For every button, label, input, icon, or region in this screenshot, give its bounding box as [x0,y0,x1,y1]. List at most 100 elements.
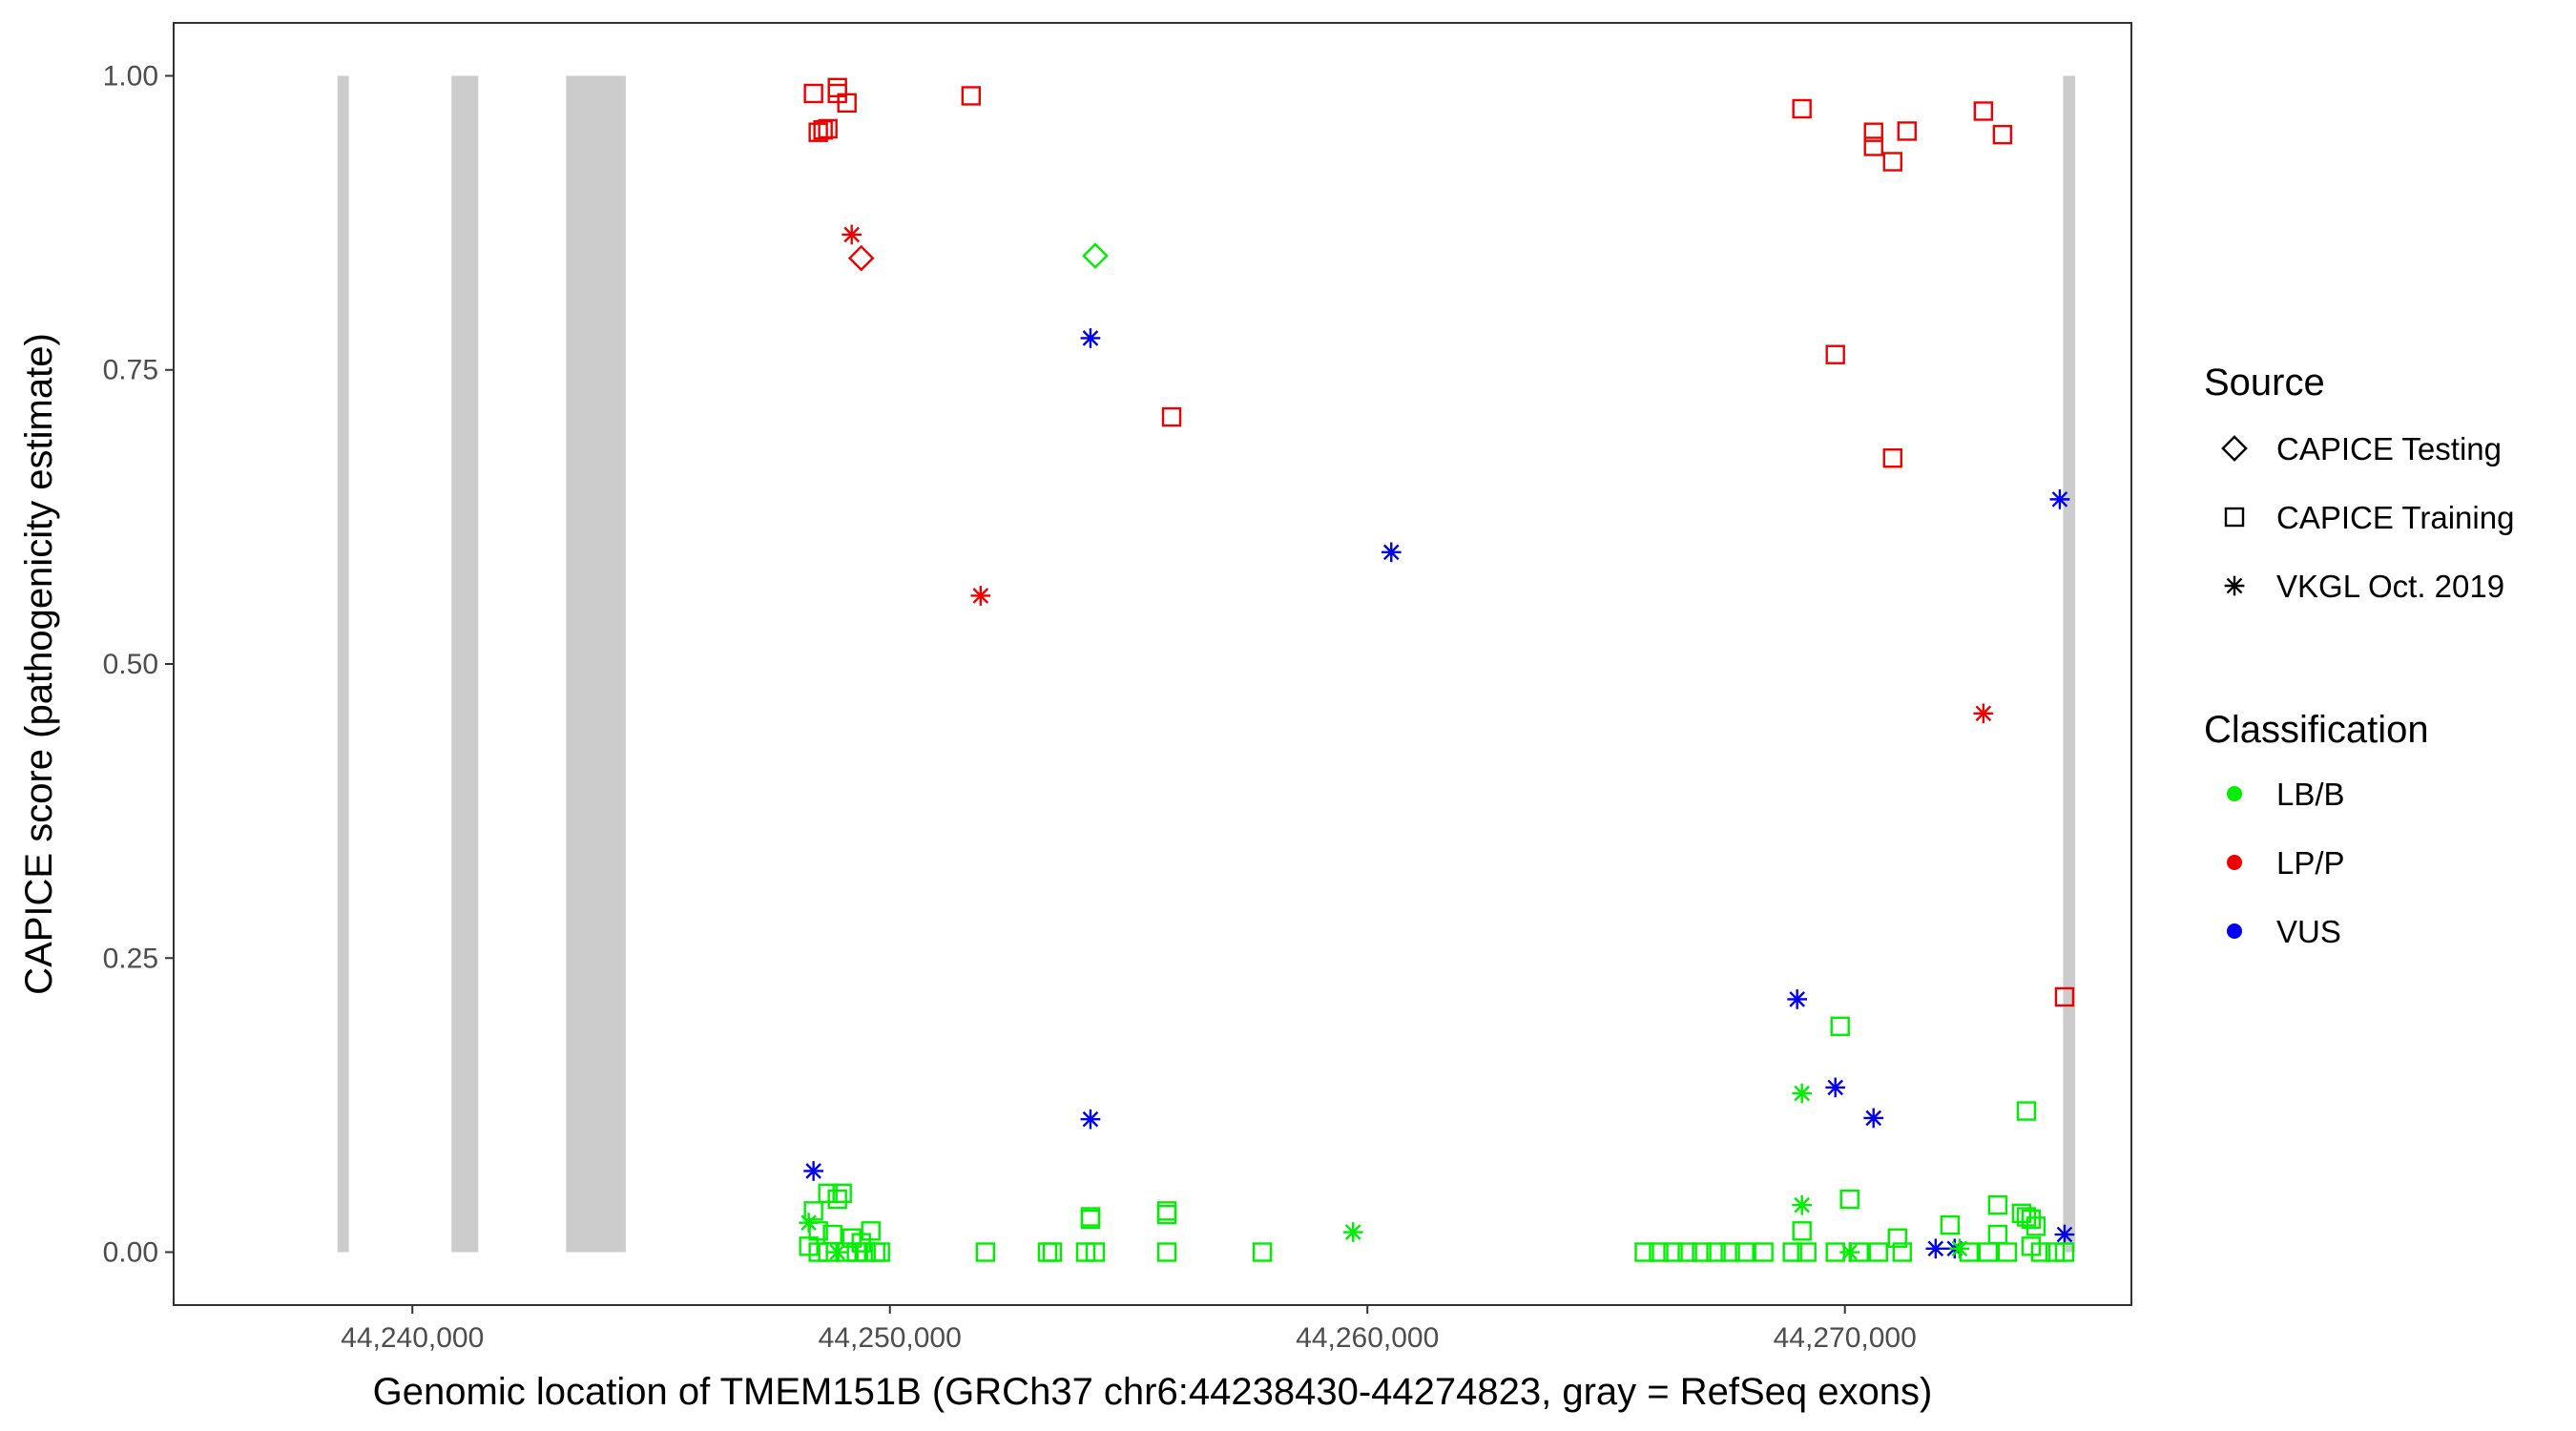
data-point [1082,242,1109,269]
data-point [1849,1242,1869,1262]
data-point [1735,1242,1755,1262]
data-point [1342,1222,1363,1242]
data-point [1085,1242,1106,1262]
data-point [1973,703,1994,724]
data-point [2054,986,2075,1007]
y-axis: 0.00 0.25 0.50 0.75 1.00 [103,60,174,1269]
data-point [818,118,838,139]
data-point [1839,1189,1859,1210]
data-point [1720,1242,1740,1262]
y-tick-label: 1.00 [103,60,158,92]
legend-label: LB/B [2276,777,2345,812]
data-point [813,120,833,140]
data-point [1892,1242,1912,1262]
data-point [2054,1224,2075,1245]
data-point [1754,1242,1774,1262]
data-point [1925,1238,1946,1259]
x-tick-label: 44,270,000 [1774,1322,1917,1354]
data-point [1997,1242,2018,1262]
data-point [1959,1242,1980,1262]
data-point [970,586,991,606]
data-point [1782,1242,1802,1262]
data-point [837,93,857,114]
data-point [1825,344,1845,364]
data-point [975,1242,996,1262]
data-point [2016,1101,2037,1121]
legend-label: LP/P [2276,845,2345,881]
x-tick-label: 44,250,000 [819,1322,962,1354]
data-point [1706,1242,1726,1262]
data-point [2030,1242,2051,1262]
data-point [1830,1016,1850,1036]
data-point [1677,1242,1697,1262]
data-point [827,1189,847,1210]
y-axis-title: CAPICE score (pathogenicity estimate) [18,333,60,995]
legend-title-classification: Classification [2204,709,2429,751]
data-point [1663,1242,1683,1262]
y-tick-label: 0.25 [103,943,158,974]
data-point [870,1242,890,1262]
legend-key-asterisk [2224,575,2245,596]
y-tick-label: 0.50 [103,649,158,680]
data-point [832,1183,852,1204]
data-point [1863,122,1883,142]
legend-key-square [2224,507,2245,528]
legend-key-dot [2227,923,2242,939]
data-point [1825,1077,1846,1098]
exon-band [451,75,479,1253]
data-point [1792,1083,1813,1104]
data-point [1692,1242,1712,1262]
data-point [847,244,875,272]
exon-band [566,75,626,1253]
data-point [841,224,862,245]
data-point [1897,121,1917,141]
data-point [1887,1228,1907,1248]
data-points [799,77,2075,1262]
data-point [961,86,982,106]
data-point [1792,98,1812,119]
data-point [1381,542,1402,563]
legend-key-diamond [2221,435,2248,462]
legend: Source CAPICE Testing CAPICE Training VKGL … [2204,362,2514,949]
data-point [1252,1242,1273,1262]
data-point [1797,1242,1817,1262]
data-point [1882,152,1902,172]
x-tick-label: 44,240,000 [341,1322,484,1354]
data-point [1863,1108,1884,1129]
data-point [1987,1194,2008,1215]
data-point [1787,989,1808,1009]
data-point [1042,1242,1063,1262]
data-point [1868,1242,1888,1262]
data-point [1863,136,1883,156]
legend-key-dot [2227,786,2242,801]
data-point [1792,1194,1813,1215]
exon-bands [337,75,2076,1253]
legend-key-dot [2227,855,2242,870]
data-point [1882,448,1902,468]
data-point [1156,1204,1177,1225]
exon-band [337,75,349,1253]
data-point [1973,101,1994,121]
legend-label: VKGL Oct. 2019 [2276,569,2504,604]
y-tick-label: 0.00 [103,1237,158,1269]
legend-label: VUS [2276,914,2341,949]
data-point [1080,1109,1101,1130]
data-point [1161,406,1182,427]
data-point [1080,1209,1101,1230]
data-point [1792,1221,1812,1241]
y-tick-label: 0.75 [103,355,158,386]
x-tick-label: 44,260,000 [1296,1322,1439,1354]
data-point [1080,328,1101,348]
data-point [2021,1209,2042,1230]
x-axis-title: Genomic location of TMEM151B (GRCh37 chr… [373,1371,1933,1413]
data-point [1649,1242,1669,1262]
data-point [1156,1242,1177,1262]
x-axis: 44,240,000 44,250,000 44,260,000 44,270,000 [341,1305,1917,1354]
data-point [803,1161,824,1181]
legend-label: CAPICE Testing [2276,431,2502,467]
data-point [1992,124,2013,145]
data-point [803,83,823,104]
exon-band [2063,75,2076,1253]
